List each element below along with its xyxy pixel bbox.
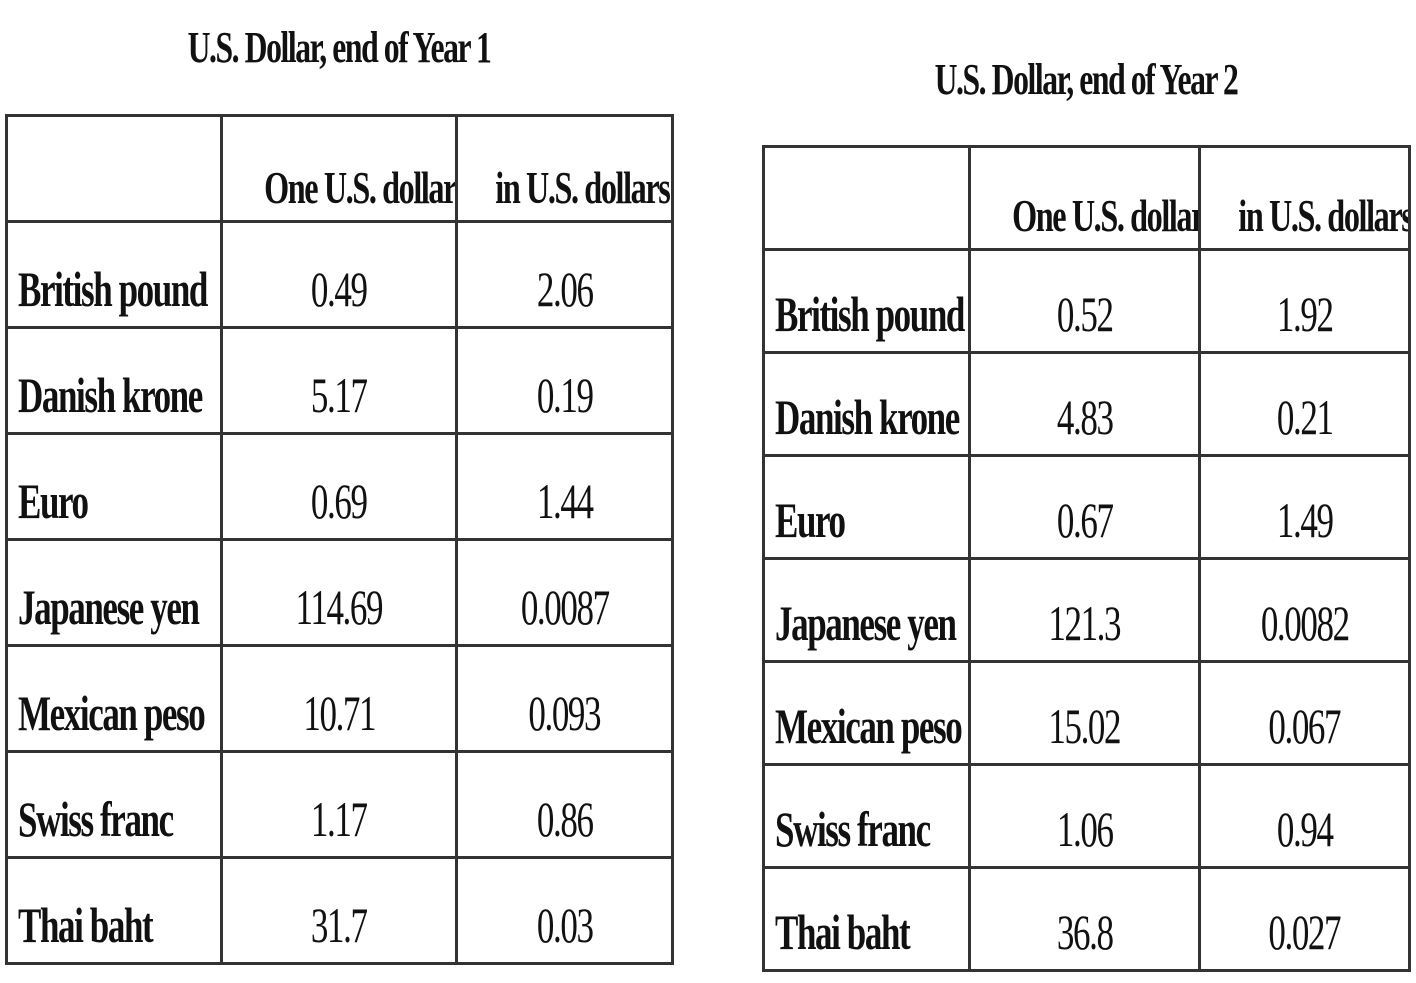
- currency-name: Swiss franc: [762, 763, 971, 869]
- rate-per-dollar: 0.67: [968, 454, 1201, 560]
- currency-name: Mexican peso: [5, 644, 223, 753]
- header-cell-per-dollar: One U.S. dollar: [220, 114, 458, 223]
- table-row: Thai baht 36.8 0.027: [762, 866, 1411, 972]
- exchange-rate-table: One U.S. dollar in U.S. dollars British …: [762, 145, 1411, 972]
- currency-name: Japanese yen: [5, 538, 223, 647]
- rate-in-dollars: 0.0087: [455, 538, 674, 647]
- table-row: Danish krone 5.17 0.19: [5, 326, 674, 435]
- rate-in-dollars: 0.027: [1198, 866, 1411, 972]
- rate-in-dollars: 1.49: [1198, 454, 1411, 560]
- rate-in-dollars: 0.03: [455, 856, 674, 965]
- table-header-row: One U.S. dollar in U.S. dollars: [762, 145, 1411, 251]
- currency-name: Thai baht: [762, 866, 971, 972]
- rate-per-dollar: 31.7: [220, 856, 458, 965]
- currency-name: British pound: [762, 248, 971, 354]
- table-row: Mexican peso 15.02 0.067: [762, 660, 1411, 766]
- rate-in-dollars: 0.0082: [1198, 557, 1411, 663]
- rate-in-dollars: 0.21: [1198, 351, 1411, 457]
- table-row: Swiss franc 1.06 0.94: [762, 763, 1411, 869]
- rate-in-dollars: 2.06: [455, 220, 674, 329]
- table-row: Euro 0.69 1.44: [5, 432, 674, 541]
- header-cell-in-dollars: in U.S. dollars: [455, 114, 674, 223]
- rate-per-dollar: 0.49: [220, 220, 458, 329]
- header-cell-in-dollars: in U.S. dollars: [1198, 145, 1411, 251]
- currency-name: Mexican peso: [762, 660, 971, 766]
- rate-in-dollars: 0.093: [455, 644, 674, 753]
- currency-name: Danish krone: [762, 351, 971, 457]
- table-title: U.S. Dollar, end of Year 1: [187, 23, 492, 72]
- rate-per-dollar: 1.06: [968, 763, 1201, 869]
- table-header-row: One U.S. dollar in U.S. dollars: [5, 114, 674, 223]
- currency-name: Euro: [5, 432, 223, 541]
- rate-per-dollar: 10.71: [220, 644, 458, 753]
- table-row: British pound 0.49 2.06: [5, 220, 674, 329]
- currency-name: Thai baht: [5, 856, 223, 965]
- currency-name: Euro: [762, 454, 971, 560]
- currency-name: Danish krone: [5, 326, 223, 435]
- rate-in-dollars: 0.94: [1198, 763, 1411, 869]
- rate-per-dollar: 114.69: [220, 538, 458, 647]
- rate-per-dollar: 1.17: [220, 750, 458, 859]
- table-row: Mexican peso 10.71 0.093: [5, 644, 674, 753]
- table-row: British pound 0.52 1.92: [762, 248, 1411, 354]
- currency-name: Swiss franc: [5, 750, 223, 859]
- table-row: Japanese yen 114.69 0.0087: [5, 538, 674, 647]
- table-row: Swiss franc 1.17 0.86: [5, 750, 674, 859]
- header-cell-currency: [5, 114, 223, 223]
- rate-in-dollars: 1.44: [455, 432, 674, 541]
- rate-per-dollar: 0.52: [968, 248, 1201, 354]
- exchange-rate-table: One U.S. dollar in U.S. dollars British …: [5, 114, 674, 965]
- table-title: U.S. Dollar, end of Year 2: [934, 55, 1239, 104]
- rate-in-dollars: 0.067: [1198, 660, 1411, 766]
- rate-per-dollar: 0.69: [220, 432, 458, 541]
- rate-per-dollar: 4.83: [968, 351, 1201, 457]
- header-cell-per-dollar: One U.S. dollar: [968, 145, 1201, 251]
- table-row: Euro 0.67 1.49: [762, 454, 1411, 560]
- header-cell-currency: [762, 145, 971, 251]
- rate-per-dollar: 36.8: [968, 866, 1201, 972]
- rate-in-dollars: 1.92: [1198, 248, 1411, 354]
- table-row: Thai baht 31.7 0.03: [5, 856, 674, 965]
- rate-per-dollar: 15.02: [968, 660, 1201, 766]
- rate-in-dollars: 0.86: [455, 750, 674, 859]
- table-row: Danish krone 4.83 0.21: [762, 351, 1411, 457]
- rate-per-dollar: 5.17: [220, 326, 458, 435]
- currency-name: British pound: [5, 220, 223, 329]
- currency-name: Japanese yen: [762, 557, 971, 663]
- rate-per-dollar: 121.3: [968, 557, 1201, 663]
- table-row: Japanese yen 121.3 0.0082: [762, 557, 1411, 663]
- rate-in-dollars: 0.19: [455, 326, 674, 435]
